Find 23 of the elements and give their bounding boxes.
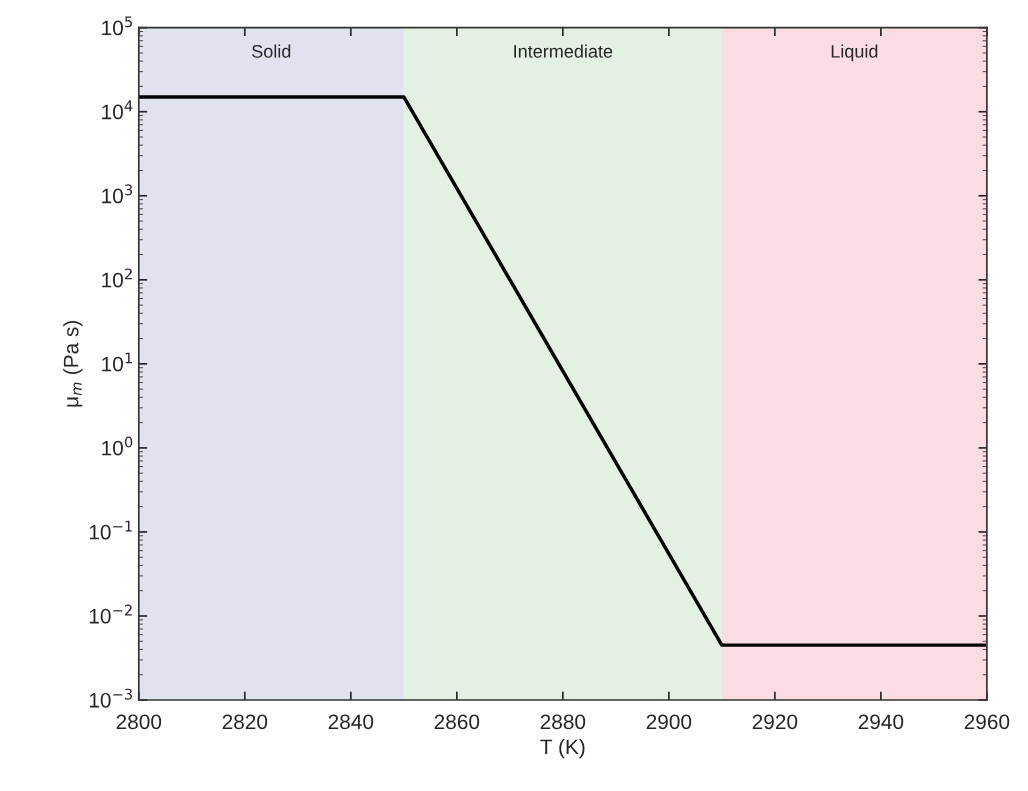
band-label: Intermediate	[514, 44, 613, 58]
x-tick-label: 2940	[858, 714, 904, 730]
x-tick-label: 2880	[540, 714, 586, 730]
band-label: Liquid	[831, 44, 878, 62]
x-tick-label: 2840	[328, 714, 374, 730]
x-tick-label: 2860	[434, 714, 480, 730]
y-tick-label: 10$^{2}$	[102, 268, 132, 288]
x-tick-label: 2900	[646, 714, 692, 730]
x-tick-label: 2920	[752, 714, 798, 730]
y-tick-label: 10$^{4}$	[102, 100, 133, 120]
y-tick-label: 10$^{1}$	[102, 352, 132, 372]
x-tick-label: 2820	[222, 714, 268, 730]
y-axis-title: μ$_{m}$ (Pa s)	[63, 320, 83, 407]
y-tick-label: 10$^{−3}$	[89, 688, 132, 708]
y-tick-label: 10$^{5}$	[102, 16, 132, 36]
y-tick-label: 10$^{0}$	[102, 436, 133, 456]
y-tick-label: 10$^{−2}$	[89, 604, 132, 624]
band-label: Solid	[252, 44, 291, 58]
x-tick-label: 2960	[964, 714, 1010, 730]
x-tick-label: 2800	[116, 714, 162, 730]
x-axis-title: T (K)	[540, 738, 585, 759]
y-tick-label: 10$^{3}$	[102, 184, 133, 204]
y-tick-label: 10$^{−1}$	[89, 520, 132, 540]
